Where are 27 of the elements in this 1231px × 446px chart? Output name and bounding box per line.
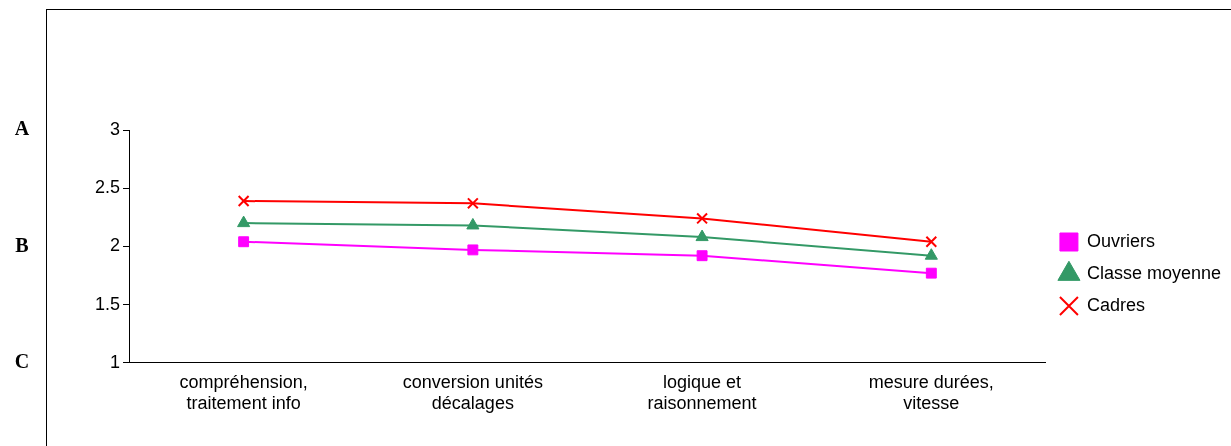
point	[696, 250, 708, 262]
point	[924, 248, 938, 260]
x-tick-label: logique et raisonnement	[647, 371, 757, 414]
x-tick-label: conversion unités décalages	[402, 371, 543, 414]
point	[466, 197, 479, 210]
x-tick-label: mesure durées, vitesse	[868, 371, 994, 414]
legend-label: Classe moyenne	[1086, 262, 1222, 283]
y-tick-label: 3	[110, 118, 121, 139]
y-tick-label: 1.5	[94, 293, 121, 314]
point	[467, 244, 479, 256]
point	[696, 212, 709, 225]
y-tick-label: 1	[110, 351, 121, 372]
text: B	[15, 233, 29, 256]
point	[925, 267, 937, 279]
legend-label: Cadres	[1086, 294, 1145, 315]
point	[695, 229, 709, 242]
legend-label: Ouvriers	[1086, 230, 1155, 251]
text: C	[14, 349, 30, 372]
point	[925, 235, 938, 248]
y-tick-label: 2	[110, 235, 121, 256]
point	[237, 215, 251, 228]
y-tick-label: 2.5	[94, 177, 121, 198]
point	[466, 217, 480, 230]
x-tick-label: compréhension, traitement info	[179, 371, 308, 414]
point	[237, 195, 250, 207]
text: A	[14, 117, 30, 140]
point	[238, 236, 250, 248]
